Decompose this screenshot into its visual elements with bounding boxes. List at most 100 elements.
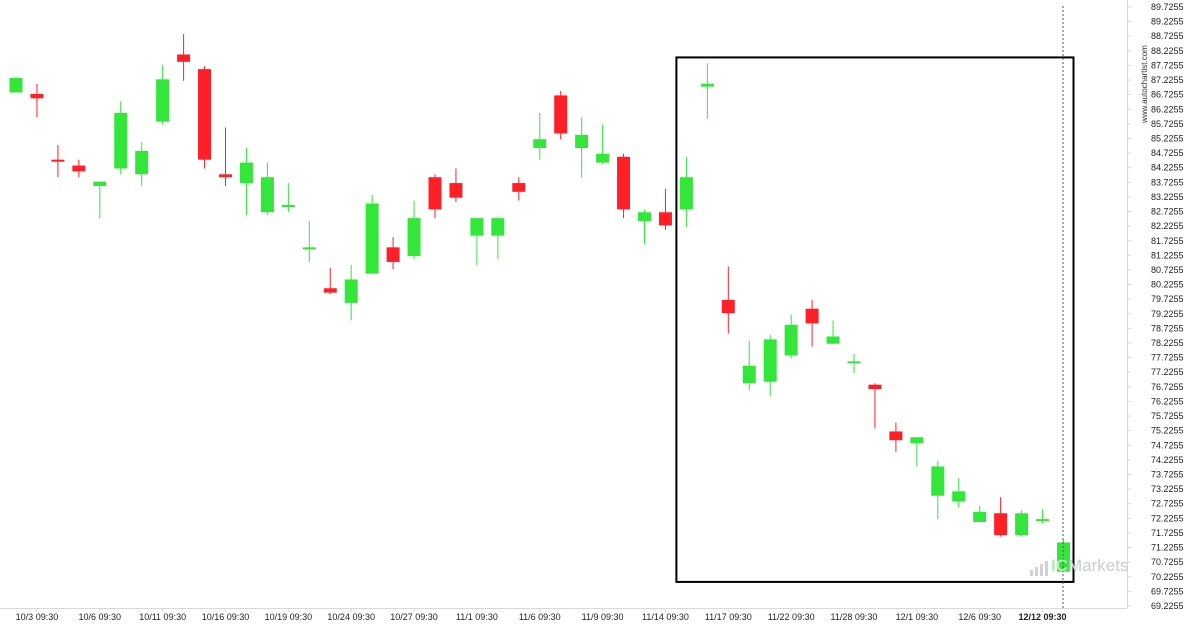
candle-body	[784, 324, 798, 356]
candle-body	[386, 247, 400, 262]
candle	[973, 505, 987, 523]
candle	[428, 174, 442, 219]
x-tick-label: 11/1 09:30	[456, 612, 498, 622]
y-tick-label: 78.7255	[1151, 323, 1184, 333]
y-tick-label: 83.2255	[1151, 192, 1184, 202]
x-tick-label: 12/12 09:30	[1019, 612, 1067, 622]
y-tick-label: 76.7255	[1151, 382, 1184, 392]
candle	[658, 188, 672, 230]
candle	[302, 221, 316, 262]
candle-body	[72, 165, 86, 172]
x-tick-label: 11/9 09:30	[582, 612, 624, 622]
x-tick-label: 11/28 09:30	[831, 612, 878, 622]
candle	[805, 299, 819, 347]
candle-body	[596, 153, 610, 163]
bars-icon	[1030, 561, 1048, 576]
x-tick-label: 12/6 09:30	[958, 612, 1001, 622]
candle-body	[1036, 519, 1050, 522]
candle	[1015, 510, 1029, 537]
candle-body	[407, 218, 421, 257]
candles	[9, 34, 1070, 572]
candle-body	[658, 212, 672, 226]
y-tick-label: 81.7255	[1151, 236, 1184, 246]
overlays	[675, 6, 1075, 608]
y-tick-label: 71.2255	[1151, 543, 1184, 553]
candle	[700, 63, 714, 119]
watermark-text: www.autochartist.com	[1140, 45, 1149, 124]
candle	[784, 314, 798, 359]
x-tick-label: 12/1 09:30	[896, 612, 939, 622]
candle	[72, 159, 86, 178]
y-tick-label: 87.7255	[1151, 60, 1184, 70]
candle-body	[700, 83, 714, 87]
x-tick-label: 11/14 09:30	[642, 612, 689, 622]
candle-body	[449, 183, 463, 198]
candle-body	[260, 177, 274, 213]
candle-body	[51, 159, 65, 162]
candle	[889, 422, 903, 452]
y-tick-label: 79.7255	[1151, 294, 1184, 304]
candle-body	[868, 384, 882, 390]
candle-body	[156, 79, 170, 122]
candle-body	[679, 177, 693, 210]
candle-body	[931, 466, 945, 496]
candle	[910, 437, 924, 467]
brand-logo-wordmark: Markets	[1068, 556, 1129, 575]
candle-body	[491, 218, 505, 236]
y-tick-label: 86.7255	[1151, 90, 1184, 100]
candle	[679, 156, 693, 227]
y-tick-label: 69.7255	[1151, 586, 1184, 596]
candle	[742, 340, 756, 391]
candle-body	[889, 431, 903, 441]
candle	[491, 216, 505, 260]
y-tick-label: 78.2255	[1151, 338, 1184, 348]
candle-body	[617, 156, 631, 210]
candle	[114, 101, 128, 175]
candle	[575, 117, 589, 178]
axes	[0, 0, 1131, 612]
candle-body	[763, 339, 777, 382]
candle-body	[9, 77, 23, 93]
candle	[51, 145, 65, 178]
candle-body	[826, 336, 840, 344]
y-tick-label: 80.2255	[1151, 280, 1184, 290]
candle	[721, 266, 735, 334]
candle-body	[219, 174, 232, 178]
y-tick-label: 76.2255	[1151, 396, 1184, 406]
y-tick-label: 82.7255	[1151, 207, 1184, 217]
y-tick-label: 73.2255	[1151, 484, 1184, 494]
candle	[9, 77, 23, 93]
y-tick-label: 89.7255	[1151, 2, 1184, 12]
candle-body	[805, 308, 819, 324]
candle	[260, 162, 274, 216]
candle-body	[994, 513, 1008, 536]
y-tick-label: 82.2255	[1151, 221, 1184, 231]
candle	[156, 64, 170, 125]
y-tick-label: 86.2255	[1151, 104, 1184, 114]
brand-logo: IC Markets	[1030, 552, 1128, 576]
candle	[554, 91, 568, 140]
candle-body	[365, 203, 379, 274]
y-tick-label: 83.7255	[1151, 177, 1184, 187]
candle	[533, 112, 547, 160]
candle-body	[177, 54, 191, 62]
y-tick-label: 89.2255	[1151, 17, 1184, 27]
y-tick-label: 70.2255	[1151, 572, 1184, 582]
candle	[617, 153, 631, 219]
candle	[638, 209, 651, 245]
y-tick-label: 88.7255	[1151, 31, 1184, 41]
y-tick-label: 88.2255	[1151, 46, 1184, 56]
candle	[239, 147, 253, 216]
y-tick-label: 71.7255	[1151, 528, 1184, 538]
y-tick-label: 74.7255	[1151, 440, 1184, 450]
candle-body	[135, 150, 149, 175]
candle	[1036, 508, 1050, 524]
candle-body	[1015, 513, 1029, 536]
x-tick-label: 11/22 09:30	[768, 612, 815, 622]
candle	[135, 142, 149, 186]
candle	[847, 353, 861, 373]
y-tick-label: 70.7255	[1151, 557, 1184, 567]
y-tick-label: 77.7255	[1151, 353, 1184, 363]
y-tick-label: 77.2255	[1151, 367, 1184, 377]
y-tick-label: 69.2255	[1151, 601, 1184, 611]
